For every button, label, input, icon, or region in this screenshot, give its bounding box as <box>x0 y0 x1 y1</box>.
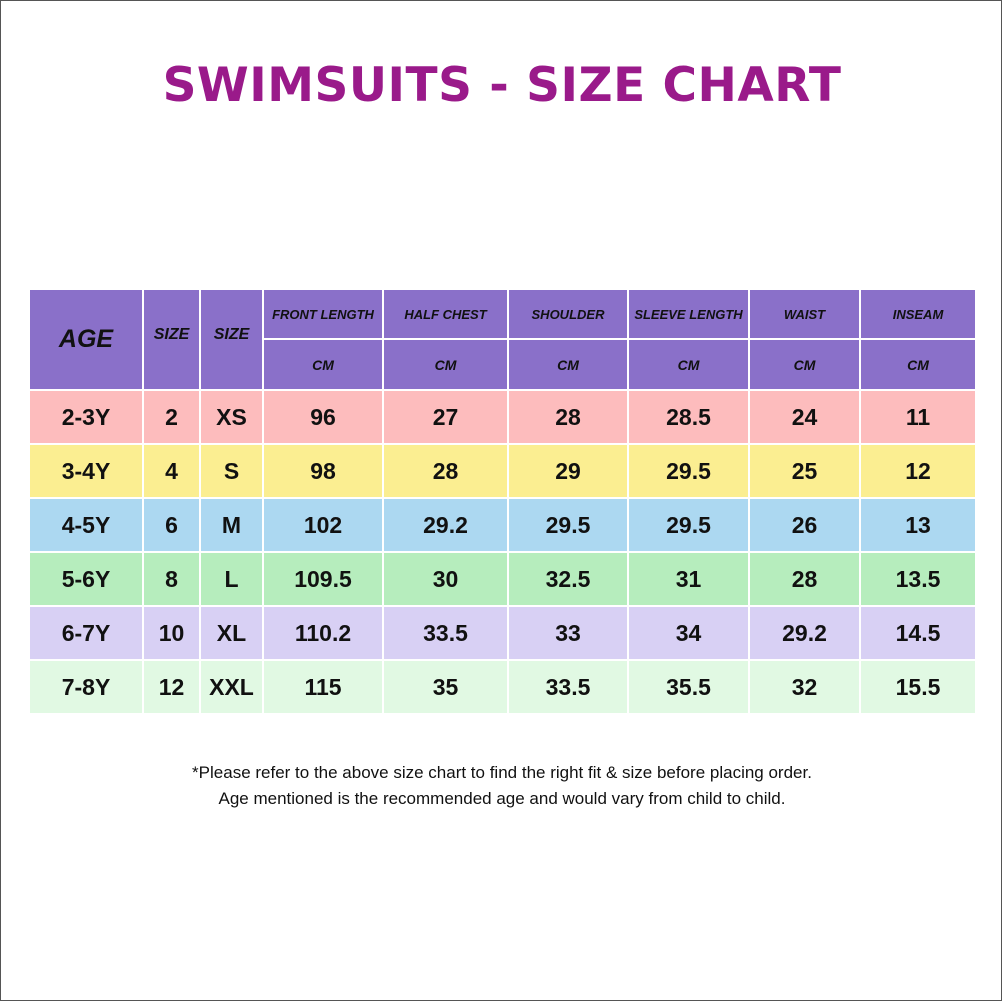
cell-inseam: 15.5 <box>859 659 977 715</box>
cell-shoulder: 33.5 <box>507 659 629 715</box>
header-size-letter: SIZE <box>199 288 264 391</box>
cell-inseam: 11 <box>859 389 977 445</box>
cell-age: 7-8Y <box>28 659 144 715</box>
header-shoulder: SHOULDER <box>507 288 629 340</box>
table-row: 7-8Y 12 XXL 115 35 33.5 35.5 32 15.5 <box>28 659 977 715</box>
page-title: SWIMSUITS - SIZE CHART <box>162 58 842 113</box>
unit-front-length: CM <box>262 338 384 391</box>
table-row: 3-4Y 4 S 98 28 29 29.5 25 12 <box>28 443 977 499</box>
cell-age: 6-7Y <box>28 605 144 661</box>
cell-waist: 26 <box>748 497 861 553</box>
cell-front-length: 96 <box>262 389 384 445</box>
cell-sleeve-length: 29.5 <box>627 443 750 499</box>
header-half-chest: HALF CHEST <box>382 288 509 340</box>
table-row: 5-6Y 8 L 109.5 30 32.5 31 28 13.5 <box>28 551 977 607</box>
table-row: 2-3Y 2 XS 96 27 28 28.5 24 11 <box>28 389 977 445</box>
cell-size-number: 6 <box>142 497 201 553</box>
cell-size-letter: M <box>199 497 264 553</box>
cell-age: 5-6Y <box>28 551 144 607</box>
cell-size-letter: XS <box>199 389 264 445</box>
cell-half-chest: 35 <box>382 659 509 715</box>
cell-half-chest: 27 <box>382 389 509 445</box>
cell-shoulder: 29.5 <box>507 497 629 553</box>
cell-shoulder: 28 <box>507 389 629 445</box>
cell-front-length: 115 <box>262 659 384 715</box>
cell-size-letter: XXL <box>199 659 264 715</box>
unit-waist: CM <box>748 338 861 391</box>
cell-waist: 25 <box>748 443 861 499</box>
cell-sleeve-length: 28.5 <box>627 389 750 445</box>
unit-shoulder: CM <box>507 338 629 391</box>
size-chart-table: AGE SIZE SIZE FRONT LENGTH HALF CHEST SH… <box>28 288 977 715</box>
age-note: Age mentioned is the recommended age and… <box>218 789 786 808</box>
cell-half-chest: 28 <box>382 443 509 499</box>
cell-sleeve-length: 34 <box>627 605 750 661</box>
cell-waist: 28 <box>748 551 861 607</box>
table-row: 4-5Y 6 M 102 29.2 29.5 29.5 26 13 <box>28 497 977 553</box>
header-age: AGE <box>28 288 144 391</box>
cell-waist: 32 <box>748 659 861 715</box>
cell-sleeve-length: 31 <box>627 551 750 607</box>
cell-size-number: 10 <box>142 605 201 661</box>
cell-size-letter: L <box>199 551 264 607</box>
cell-front-length: 98 <box>262 443 384 499</box>
cell-shoulder: 32.5 <box>507 551 629 607</box>
cell-size-number: 12 <box>142 659 201 715</box>
cell-waist: 29.2 <box>748 605 861 661</box>
cell-size-letter: XL <box>199 605 264 661</box>
unit-half-chest: CM <box>382 338 509 391</box>
cell-age: 2-3Y <box>28 389 144 445</box>
cell-half-chest: 29.2 <box>382 497 509 553</box>
cell-sleeve-length: 29.5 <box>627 497 750 553</box>
header-front-length: FRONT LENGTH <box>262 288 384 340</box>
cell-front-length: 109.5 <box>262 551 384 607</box>
cell-size-letter: S <box>199 443 264 499</box>
header-waist: WAIST <box>748 288 861 340</box>
cell-front-length: 102 <box>262 497 384 553</box>
cell-inseam: 13.5 <box>859 551 977 607</box>
header-size-number: SIZE <box>142 288 201 391</box>
cell-age: 3-4Y <box>28 443 144 499</box>
cell-size-number: 8 <box>142 551 201 607</box>
header-sleeve-length: SLEEVE LENGTH <box>627 288 750 340</box>
cell-inseam: 14.5 <box>859 605 977 661</box>
cell-size-number: 4 <box>142 443 201 499</box>
header-inseam: INSEAM <box>859 288 977 340</box>
cell-age: 4-5Y <box>28 497 144 553</box>
table-row: 6-7Y 10 XL 110.2 33.5 33 34 29.2 14.5 <box>28 605 977 661</box>
cell-inseam: 12 <box>859 443 977 499</box>
cell-half-chest: 33.5 <box>382 605 509 661</box>
cell-inseam: 13 <box>859 497 977 553</box>
cell-front-length: 110.2 <box>262 605 384 661</box>
unit-sleeve-length: CM <box>627 338 750 391</box>
cell-shoulder: 33 <box>507 605 629 661</box>
cell-size-number: 2 <box>142 389 201 445</box>
unit-inseam: CM <box>859 338 977 391</box>
cell-sleeve-length: 35.5 <box>627 659 750 715</box>
cell-waist: 24 <box>748 389 861 445</box>
cell-half-chest: 30 <box>382 551 509 607</box>
cell-shoulder: 29 <box>507 443 629 499</box>
fit-note: *Please refer to the above size chart to… <box>192 763 812 782</box>
